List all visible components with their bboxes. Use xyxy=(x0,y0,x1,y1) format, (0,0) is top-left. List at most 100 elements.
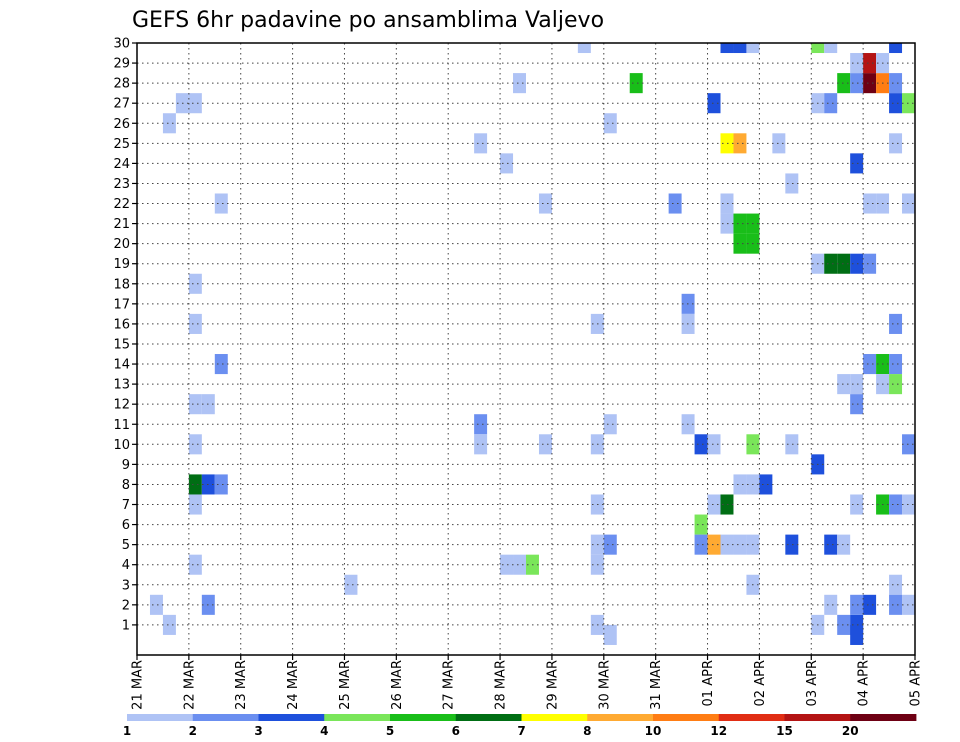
colorbar-swatch xyxy=(390,714,457,721)
colorbar-swatch xyxy=(192,714,259,721)
y-tick-label: 11 xyxy=(113,418,130,433)
y-tick-label: 21 xyxy=(113,217,130,232)
precip-cell xyxy=(902,93,915,114)
precip-cell xyxy=(474,133,488,154)
plot-frame xyxy=(136,42,916,656)
colorbar-label: 8 xyxy=(583,724,591,738)
colorbar: 1 2 3 4 5 6 7 8 10 12 15 20 xyxy=(123,714,917,738)
colorbar-label: 4 xyxy=(320,724,328,738)
precip-cell xyxy=(603,113,617,134)
precip-cell xyxy=(850,594,864,615)
precip-cell xyxy=(188,554,202,575)
x-tick-label: 27 MAR xyxy=(442,660,457,710)
precip-cell xyxy=(837,73,851,94)
precip-cell xyxy=(863,73,877,94)
precip-cell xyxy=(720,133,734,154)
precip-cell xyxy=(850,153,864,174)
precip-cell xyxy=(500,554,514,575)
y-tick-label: 1 xyxy=(122,618,130,633)
precip-cell xyxy=(785,434,799,455)
colorbar-label: 10 xyxy=(645,724,662,738)
precip-cell xyxy=(837,534,851,555)
precip-cell xyxy=(837,253,851,274)
precip-cell xyxy=(850,624,864,645)
precip-cell xyxy=(759,474,773,495)
x-tick-label: 03 APR xyxy=(805,660,820,706)
precip-cell xyxy=(694,514,708,535)
y-tick-label: 20 xyxy=(113,237,130,252)
colorbar-label: 6 xyxy=(452,724,460,738)
x-tick-label: 24 MAR xyxy=(286,660,301,710)
colorbar-swatch xyxy=(587,714,654,721)
precip-cell xyxy=(889,313,903,334)
precip-cell xyxy=(720,213,734,234)
x-tick-label: 01 APR xyxy=(701,660,716,706)
precip-cell xyxy=(474,434,488,455)
precip-cell xyxy=(474,414,488,435)
colorbar-label: 7 xyxy=(517,724,525,738)
x-tick-label: 29 MAR xyxy=(545,660,560,710)
precip-cell xyxy=(500,153,514,174)
y-tick-label: 2 xyxy=(122,598,130,613)
y-tick-label: 23 xyxy=(113,177,130,192)
precip-cell xyxy=(902,434,915,455)
precip-cell xyxy=(889,133,903,154)
y-tick-label: 8 xyxy=(122,478,130,493)
precip-cell xyxy=(214,354,228,375)
colorbar-swatch xyxy=(455,714,522,721)
precip-cell xyxy=(188,93,202,114)
precip-cell xyxy=(188,273,202,294)
colorbar-label: 3 xyxy=(254,724,262,738)
y-tick-label: 26 xyxy=(113,117,130,132)
precip-cell xyxy=(162,614,176,635)
x-tick-label: 28 MAR xyxy=(494,660,509,710)
x-tick-label: 31 MAR xyxy=(649,660,664,710)
precip-cell xyxy=(850,394,864,415)
precip-cell xyxy=(733,43,747,54)
precip-cell xyxy=(214,474,228,495)
y-tick-label: 15 xyxy=(113,337,130,352)
y-tick-label: 13 xyxy=(113,378,130,393)
precip-cell xyxy=(889,93,903,114)
precip-cell xyxy=(513,73,526,94)
precip-cell xyxy=(707,93,721,114)
y-tick-label: 7 xyxy=(122,498,130,513)
precip-cell xyxy=(785,173,799,194)
heatmap-cells xyxy=(149,43,915,645)
y-tick-label: 30 xyxy=(113,37,130,52)
y-tick-label: 9 xyxy=(122,458,130,473)
x-tick-label: 26 MAR xyxy=(390,660,405,710)
y-tick-label: 12 xyxy=(113,398,130,413)
x-tick-label: 05 APR xyxy=(909,660,924,706)
precip-cell xyxy=(707,534,721,555)
x-axis: 21 MAR 22 MAR 23 MAR 24 MAR 25 MAR 26 MAR 27 M… xyxy=(131,655,924,710)
precip-cell xyxy=(837,374,851,395)
precip-cell xyxy=(707,494,721,515)
precip-cell xyxy=(824,93,838,114)
precip-cell xyxy=(863,53,877,74)
colorbar-swatch xyxy=(521,714,588,721)
precip-cell xyxy=(850,494,864,515)
precip-cell xyxy=(707,434,721,455)
colorbar-label: 2 xyxy=(189,724,197,738)
precip-cell xyxy=(837,614,851,635)
colorbar-label: 20 xyxy=(842,724,859,738)
precip-cell xyxy=(188,474,202,495)
colorbar-swatch xyxy=(324,714,391,721)
precip-cell xyxy=(720,494,734,515)
x-tick-label: 02 APR xyxy=(753,660,768,706)
precip-cell xyxy=(863,253,877,274)
precip-cell xyxy=(214,193,228,214)
precip-cell xyxy=(603,534,617,555)
precip-cell xyxy=(863,193,877,214)
precip-cell xyxy=(772,133,786,154)
colorbar-swatch xyxy=(127,714,194,721)
grid-lines xyxy=(137,42,915,655)
y-tick-label: 16 xyxy=(113,317,130,332)
precip-cell xyxy=(850,374,864,395)
precip-cell xyxy=(188,494,202,515)
precip-cell xyxy=(603,624,617,645)
precip-cell xyxy=(538,434,552,455)
precip-cell xyxy=(720,193,734,214)
